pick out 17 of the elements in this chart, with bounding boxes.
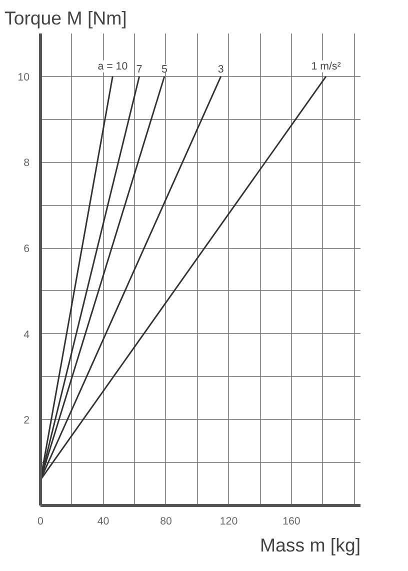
series-label: 1 m/s² bbox=[311, 60, 342, 72]
series-label: 5 bbox=[161, 63, 168, 76]
y-tick-label: 2 bbox=[24, 414, 30, 427]
y-tick-label: 10 bbox=[18, 71, 30, 84]
x-tick-label: 0 bbox=[38, 516, 44, 528]
y-tick-label: 6 bbox=[24, 243, 30, 256]
x-tick-label: 40 bbox=[97, 516, 110, 528]
y-tick-label: 4 bbox=[24, 328, 30, 341]
series-label: a = 10 bbox=[98, 60, 128, 72]
y-tick-label: 8 bbox=[24, 157, 30, 170]
series-label: 7 bbox=[136, 63, 142, 76]
series-label: 3 bbox=[218, 63, 224, 76]
x-tick-label: 160 bbox=[282, 516, 300, 528]
x-tick-label: 120 bbox=[220, 516, 238, 528]
x-axis-title: Mass m [kg] bbox=[260, 534, 361, 556]
x-tick-label: 80 bbox=[160, 516, 172, 528]
y-axis-title: Torque M [Nm] bbox=[4, 8, 127, 28]
